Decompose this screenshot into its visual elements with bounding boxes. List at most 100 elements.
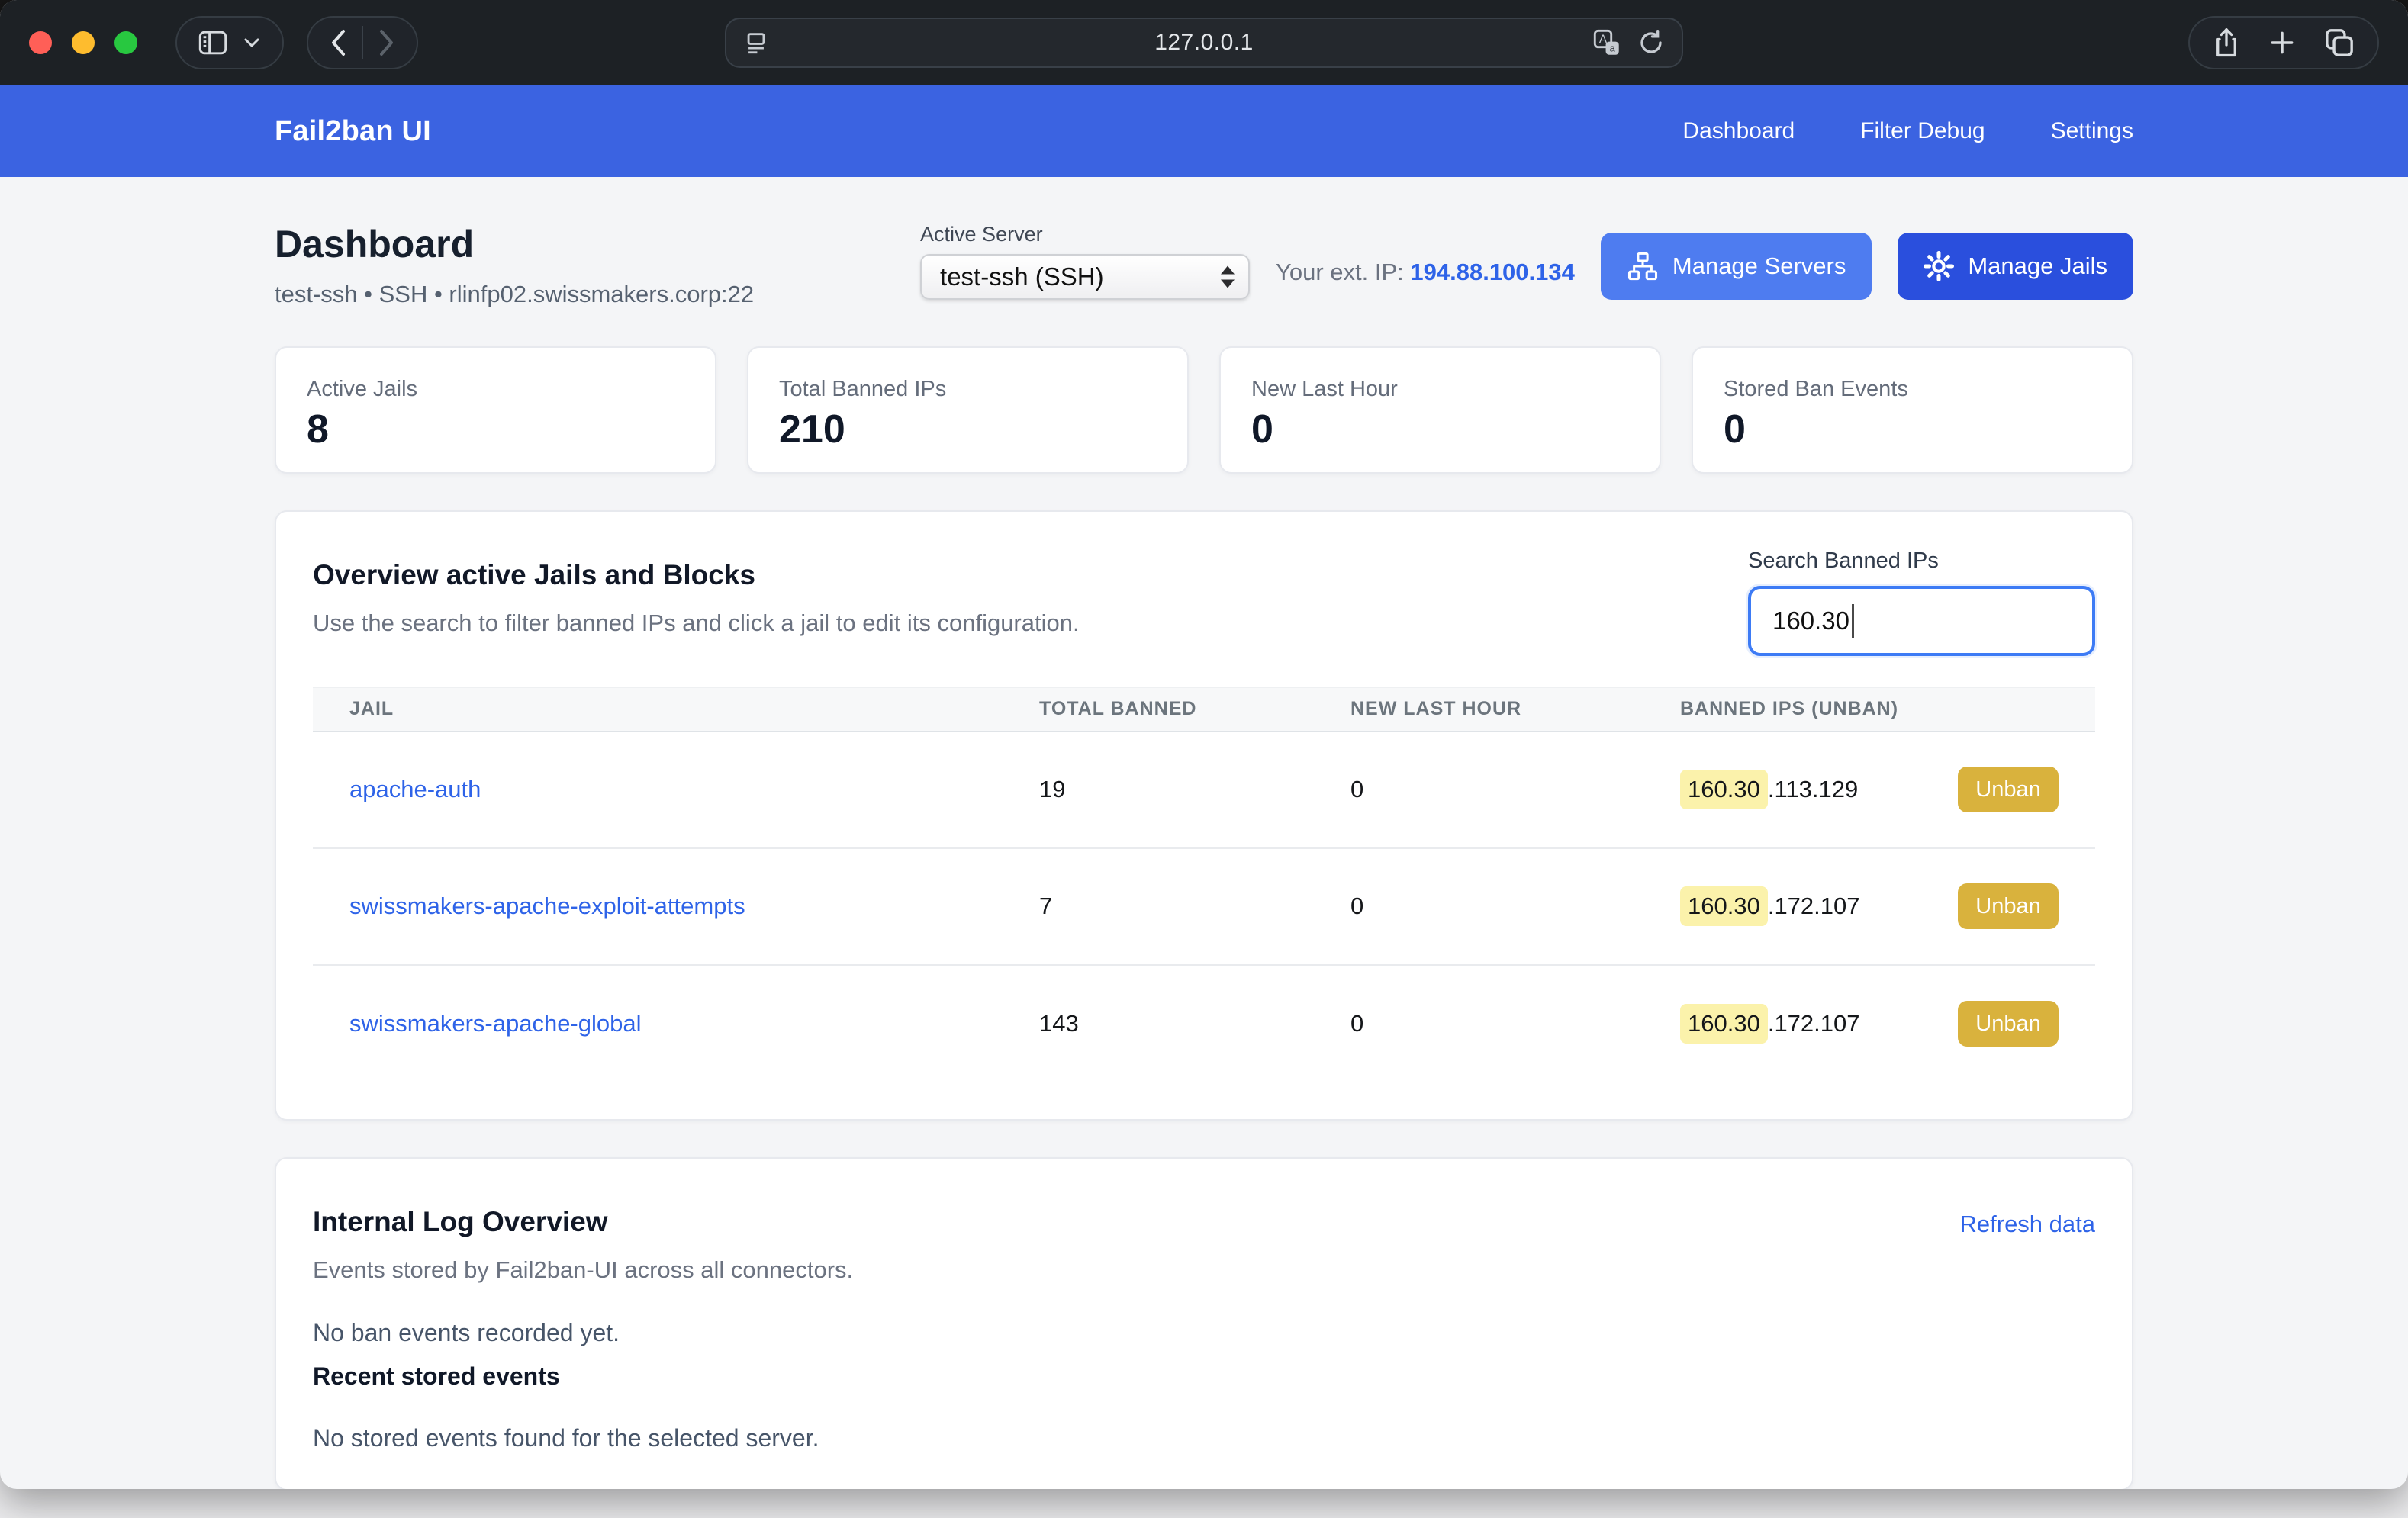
stat-label: Total Banned IPs [779, 377, 1157, 402]
page-subtitle: test-ssh • SSH • rlinfp02.swissmakers.co… [275, 281, 754, 308]
jails-table: JAIL TOTAL BANNED NEW LAST HOUR BANNED I… [313, 687, 2095, 1082]
minimize-icon[interactable] [72, 31, 95, 54]
gear-icon [1924, 251, 1954, 281]
url-text: 127.0.0.1 [726, 30, 1682, 56]
new-last-hour-value: 0 [1350, 776, 1680, 803]
stat-card-new-last-hour: New Last Hour 0 [1219, 346, 1661, 474]
stat-value: 210 [779, 408, 1157, 452]
nav-links: Dashboard Filter Debug Settings [1682, 118, 2133, 144]
close-icon[interactable] [29, 31, 52, 54]
active-server-label: Active Server [920, 223, 1250, 246]
no-ban-events-text: No ban events recorded yet. [313, 1319, 2095, 1347]
overview-description: Use the search to filter banned IPs and … [313, 609, 1080, 637]
overview-card: Overview active Jails and Blocks Use the… [275, 510, 2133, 1121]
unban-button[interactable]: Unban [1958, 883, 2059, 929]
manage-jails-label: Manage Jails [1968, 252, 2107, 280]
banned-ip: 160.30 .172.107 [1680, 886, 1860, 926]
log-description: Events stored by Fail2ban-UI across all … [313, 1256, 853, 1284]
search-input-value: 160.30 [1772, 606, 1849, 635]
new-tab-icon[interactable] [2268, 28, 2297, 57]
browser-chrome: 127.0.0.1 A a [0, 0, 2408, 85]
forward-button[interactable] [363, 18, 410, 68]
column-header-jail: JAIL [349, 698, 1039, 720]
sidebar-toggle-button[interactable] [175, 16, 284, 69]
refresh-data-link[interactable]: Refresh data [1960, 1211, 2096, 1238]
address-bar[interactable]: 127.0.0.1 A a [725, 18, 1683, 68]
ip-rest: .172.107 [1768, 892, 1860, 920]
total-banned-value: 7 [1039, 892, 1350, 920]
search-banned-ips-label: Search Banned IPs [1748, 548, 2095, 574]
browser-window: 127.0.0.1 A a [0, 0, 2408, 1489]
stat-label: Stored Ban Events [1724, 377, 2101, 402]
app-navbar: Fail2ban UI Dashboard Filter Debug Setti… [0, 85, 2408, 177]
chevron-down-icon [243, 37, 261, 49]
sitemap-icon [1627, 250, 1659, 282]
jail-link[interactable]: swissmakers-apache-global [349, 1010, 642, 1037]
nav-link-dashboard[interactable]: Dashboard [1682, 118, 1795, 143]
text-caret [1852, 604, 1854, 638]
external-ip-value: 194.88.100.134 [1410, 259, 1575, 285]
select-arrows-icon [1221, 266, 1235, 288]
search-banned-ips-input[interactable]: 160.30 [1748, 586, 2095, 656]
zoom-icon[interactable] [114, 31, 137, 54]
total-banned-value: 19 [1039, 776, 1350, 803]
manage-servers-label: Manage Servers [1672, 252, 1846, 280]
banned-ip: 160.30 .172.107 [1680, 1004, 1860, 1044]
table-header-row: JAIL TOTAL BANNED NEW LAST HOUR BANNED I… [313, 687, 2095, 732]
new-last-hour-value: 0 [1350, 1010, 1680, 1037]
no-stored-events-text: No stored events found for the selected … [313, 1424, 2095, 1452]
back-button[interactable] [314, 18, 362, 68]
stat-card-total-banned: Total Banned IPs 210 [747, 346, 1189, 474]
manage-jails-button[interactable]: Manage Jails [1898, 233, 2133, 300]
main-content: Dashboard test-ssh • SSH • rlinfp02.swis… [0, 177, 2408, 1489]
page-title: Dashboard [275, 223, 754, 267]
stat-value: 0 [1724, 408, 2101, 452]
internal-log-card: Internal Log Overview Events stored by F… [275, 1157, 2133, 1490]
svg-text:a: a [1610, 42, 1616, 53]
ip-match-highlight: 160.30 [1680, 886, 1768, 926]
stat-label: New Last Hour [1251, 377, 1629, 402]
ip-match-highlight: 160.30 [1680, 1004, 1768, 1044]
stat-card-active-jails: Active Jails 8 [275, 346, 716, 474]
brand-title: Fail2ban UI [275, 115, 431, 148]
column-header-total-banned: TOTAL BANNED [1039, 698, 1350, 720]
unban-button[interactable]: Unban [1958, 767, 2059, 812]
jail-link[interactable]: apache-auth [349, 776, 481, 802]
sidebar-icon [198, 31, 227, 55]
stat-value: 8 [307, 408, 684, 452]
tab-overview-icon[interactable] [2324, 27, 2355, 58]
active-server-value: test-ssh (SSH) [940, 262, 1104, 291]
total-banned-value: 143 [1039, 1010, 1350, 1037]
column-header-banned-ips: BANNED IPS (UNBAN) [1680, 698, 2059, 720]
share-icon[interactable] [2213, 27, 2240, 59]
toolbar-actions-group [2188, 16, 2379, 69]
banned-ip: 160.30 .113.129 [1680, 770, 1858, 809]
ip-match-highlight: 160.30 [1680, 770, 1768, 809]
unban-button[interactable]: Unban [1958, 1001, 2059, 1047]
stat-label: Active Jails [307, 377, 684, 402]
ip-rest: .113.129 [1768, 776, 1858, 803]
active-server-select[interactable]: test-ssh (SSH) [920, 254, 1250, 300]
page-header: Dashboard test-ssh • SSH • rlinfp02.swis… [275, 223, 2133, 308]
history-nav-group [307, 16, 418, 69]
stat-card-stored-ban-events: Stored Ban Events 0 [1692, 346, 2133, 474]
nav-link-settings[interactable]: Settings [2051, 118, 2133, 143]
column-header-new-last-hour: NEW LAST HOUR [1350, 698, 1680, 720]
ip-rest: .172.107 [1768, 1010, 1860, 1037]
overview-title: Overview active Jails and Blocks [313, 559, 1080, 591]
stat-value: 0 [1251, 408, 1629, 452]
window-controls [29, 31, 137, 54]
table-row: swissmakers-apache-global 143 0 160.30 .… [313, 966, 2095, 1082]
new-last-hour-value: 0 [1350, 892, 1680, 920]
external-ip: Your ext. IP: 194.88.100.134 [1276, 259, 1575, 286]
jail-link[interactable]: swissmakers-apache-exploit-attempts [349, 892, 745, 919]
external-ip-label: Your ext. IP: [1276, 259, 1404, 285]
manage-servers-button[interactable]: Manage Servers [1601, 233, 1872, 300]
nav-link-filter-debug[interactable]: Filter Debug [1860, 118, 1985, 143]
log-title: Internal Log Overview [313, 1206, 853, 1238]
recent-stored-events-title: Recent stored events [313, 1362, 2095, 1391]
table-row: swissmakers-apache-exploit-attempts 7 0 … [313, 849, 2095, 966]
table-row: apache-auth 19 0 160.30 .113.129 Unban [313, 732, 2095, 849]
translate-icon[interactable]: A a [1592, 27, 1622, 58]
reload-icon[interactable] [1637, 29, 1665, 56]
